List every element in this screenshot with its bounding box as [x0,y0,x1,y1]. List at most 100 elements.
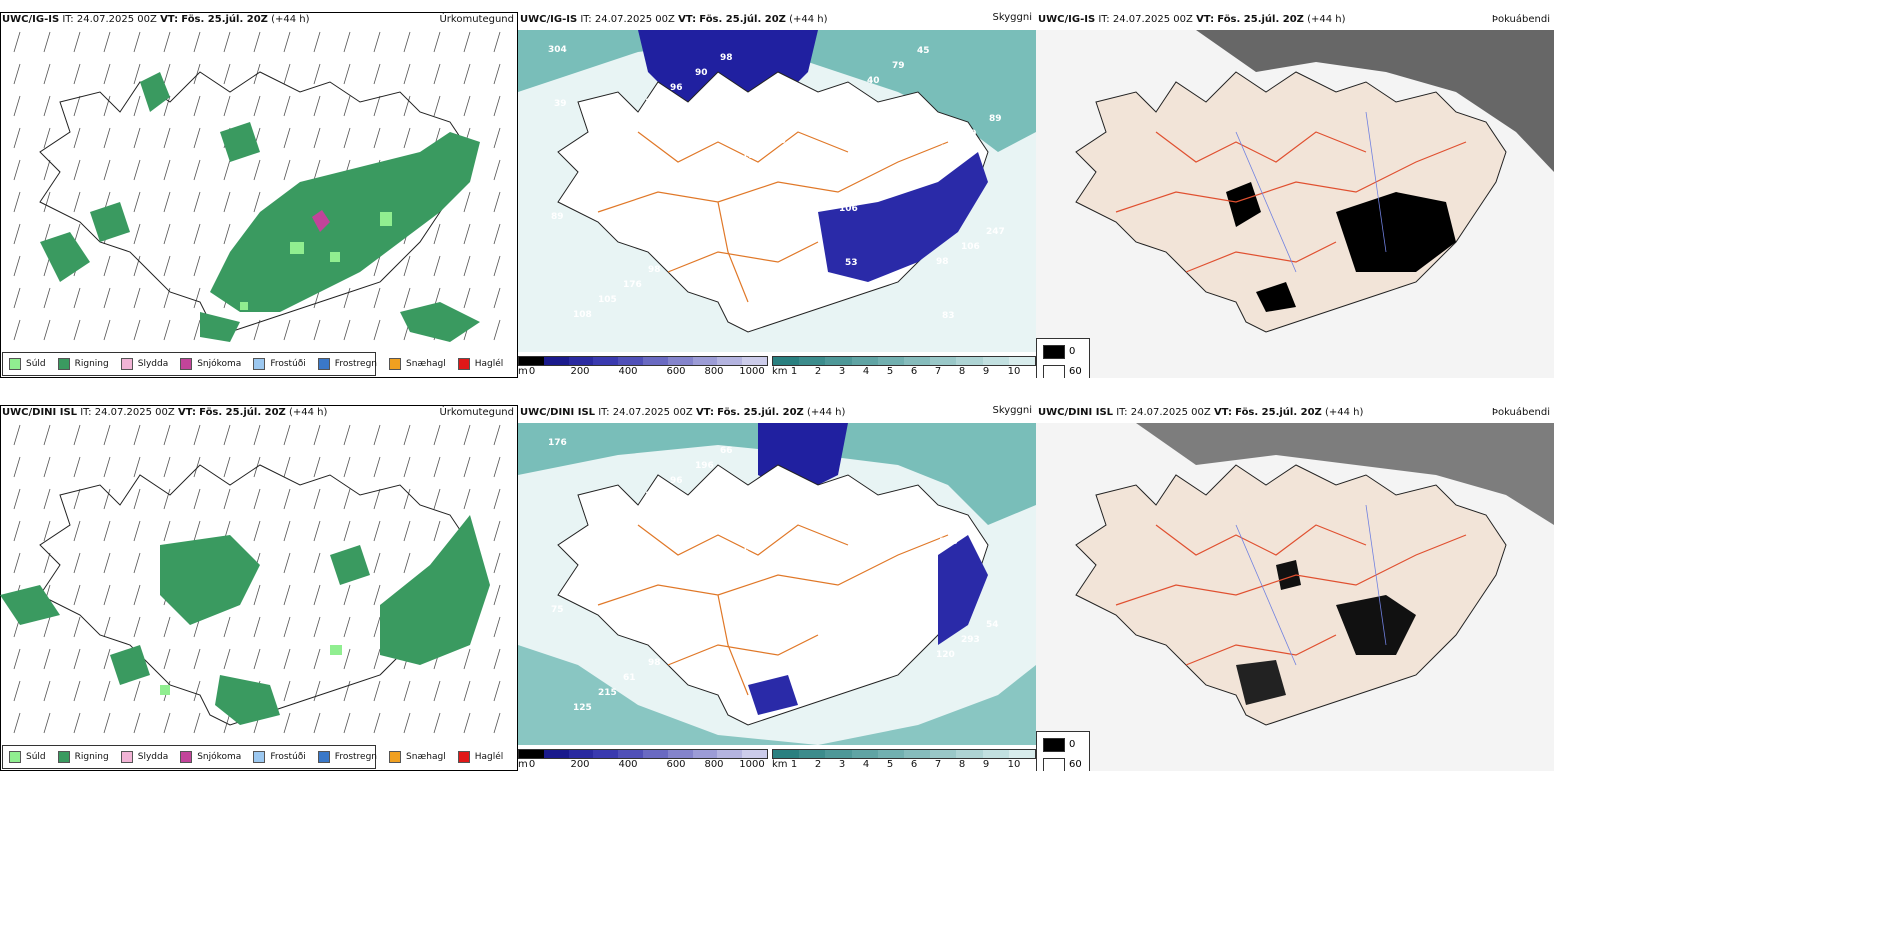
wind-barb [403,712,411,734]
wind-barb [343,712,351,734]
wind-barb [253,319,261,341]
visibility-value: 98 [720,53,733,63]
wind-barb [163,31,171,53]
wind-barb [223,63,231,85]
wind-barb [493,63,501,85]
legend-item: Rigning [57,358,109,370]
wind-barb [193,456,201,478]
wind-barb [343,616,351,638]
legend-item: Haglél [457,751,503,763]
wind-barb [313,127,321,149]
wind-barb [343,319,351,341]
wind-barb [433,456,441,478]
legend-swatch [317,358,330,370]
wind-barb [343,63,351,85]
wind-barb [223,616,231,638]
wind-barb [133,31,141,53]
wind-barb [493,223,501,245]
road-network [597,524,949,696]
wind-barb [403,488,411,510]
wind-barb [313,488,321,510]
legend-swatch [457,751,470,763]
wind-barb [493,255,501,277]
m-unit: m [518,759,528,770]
wind-barb [373,552,381,574]
wind-barb [73,552,81,574]
visibility-value: 99 [889,174,902,184]
km-tick: 6 [910,759,918,770]
visibility-value: 151 [839,597,858,607]
panel-title: UWC/DINI ISL IT: 24.07.2025 00Z VT: Fös.… [1038,407,1364,418]
wind-barb [133,552,141,574]
legend-item: Snæhagl [389,751,446,763]
wind-barb [463,424,471,446]
wind-barb [463,287,471,309]
precip-map-2 [0,424,501,734]
km-tick: 9 [982,759,990,770]
wind-barb [163,191,171,213]
wind-barb [373,488,381,510]
wind-barb [463,63,471,85]
legend-swatch [57,751,70,763]
road-network [1115,524,1467,666]
visibility-value: 98 [936,257,949,267]
panel-title: UWC/DINI ISL IT: 24.07.2025 00Z VT: Fös.… [2,407,328,418]
fog-legend-white [1043,365,1065,378]
wind-barb [283,616,291,638]
visibility-map-1: 304 139 114 106 98 108 96 118 126 106 105 90 96 99 247… [518,30,1036,352]
wind-barb [373,63,381,85]
visibility-value: 126 [864,189,883,199]
wind-barb [133,191,141,213]
wind-barb [73,191,81,213]
wind-barb [463,191,471,213]
wind-barb [433,424,441,446]
visibility-value: 118 [767,136,786,146]
visibility-value: 98 [648,265,661,275]
panel-title: UWC/IG-IS IT: 24.07.2025 00Z VT: Fös. 25… [1038,14,1346,25]
visibility-value: 304 [548,45,567,55]
km-tick: 1 [790,759,798,770]
visibility-value: 105 [598,295,617,305]
wind-barb [343,287,351,309]
wind-barb [13,712,21,734]
wind-barb [103,520,111,542]
legend-swatch [120,751,133,763]
wind-barb [193,319,201,341]
m-tick: 400 [618,366,638,377]
wind-barb [283,456,291,478]
wind-barb [313,31,321,53]
wind-barb [43,712,51,734]
visibility-value: 98 [648,658,661,668]
wind-barb [193,255,201,277]
visibility-value: 176 [548,438,567,448]
legend-item: Frostúði [253,751,306,763]
wind-barb [373,712,381,734]
km-tick: 10 [1007,366,1021,377]
wind-barb [133,255,141,277]
wind-barb [313,648,321,670]
legend-swatch [120,358,133,370]
visibility-value: 96 [864,582,877,592]
wind-barb [193,191,201,213]
wind-barb [283,680,291,702]
wind-barb [13,680,21,702]
wind-barb [493,680,501,702]
wind-barb [403,95,411,117]
wind-barb [373,424,381,446]
rain-areas [0,515,490,725]
precip-map-1 [13,31,501,342]
wind-barb [343,95,351,117]
wind-barb [103,95,111,117]
wind-barb [403,63,411,85]
fog-label: Þokuábendi [1491,14,1550,25]
km-tick: 8 [958,366,966,377]
visibility-value: 105 [914,159,933,169]
visibility-value: 215 [598,688,617,698]
legend-item: Frostregn [317,751,377,763]
wind-barb [493,287,501,309]
visibility-value: 44 [745,711,758,721]
wind-barb [133,424,141,446]
wind-barb [223,488,231,510]
fog-label: Þokuábendi [1491,407,1550,418]
wind-barb [313,424,321,446]
